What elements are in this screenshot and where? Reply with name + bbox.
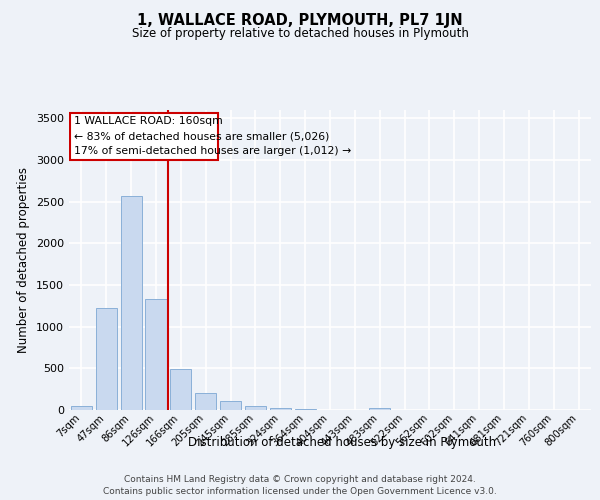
Text: Size of property relative to detached houses in Plymouth: Size of property relative to detached ho… [131,28,469,40]
Bar [195,394,216,410]
Text: 1, WALLACE ROAD, PLYMOUTH, PL7 1JN: 1, WALLACE ROAD, PLYMOUTH, PL7 1JN [137,12,463,28]
Text: Distribution of detached houses by size in Plymouth: Distribution of detached houses by size … [188,436,496,449]
Bar [369,408,390,410]
Bar [145,299,167,410]
Text: 1 WALLACE ROAD: 160sqm
← 83% of detached houses are smaller (5,026)
17% of semi-: 1 WALLACE ROAD: 160sqm ← 83% of detached… [74,116,351,156]
Text: Contains HM Land Registry data © Crown copyright and database right 2024.: Contains HM Land Registry data © Crown c… [124,476,476,484]
Bar [245,406,266,410]
FancyBboxPatch shape [70,112,218,160]
Bar [170,369,191,410]
Bar [220,401,241,410]
Text: Contains public sector information licensed under the Open Government Licence v3: Contains public sector information licen… [103,486,497,496]
Y-axis label: Number of detached properties: Number of detached properties [17,167,31,353]
Bar [71,406,92,410]
Bar [121,196,142,410]
Bar [270,408,291,410]
Bar [96,308,117,410]
